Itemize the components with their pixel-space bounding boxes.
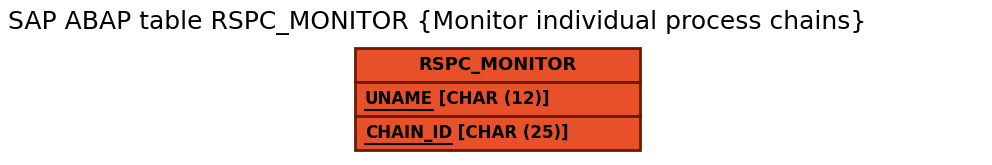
Bar: [355, 116, 640, 150]
Text: [CHAR (12)]: [CHAR (12)]: [434, 90, 550, 108]
Text: CHAIN_ID: CHAIN_ID: [365, 124, 452, 142]
Bar: [355, 82, 640, 116]
Text: [CHAR (25)]: [CHAR (25)]: [452, 124, 568, 142]
Bar: [355, 48, 640, 82]
Text: SAP ABAP table RSPC_MONITOR {Monitor individual process chains}: SAP ABAP table RSPC_MONITOR {Monitor ind…: [8, 10, 866, 35]
Text: RSPC_MONITOR: RSPC_MONITOR: [419, 56, 576, 74]
Text: UNAME: UNAME: [365, 90, 434, 108]
